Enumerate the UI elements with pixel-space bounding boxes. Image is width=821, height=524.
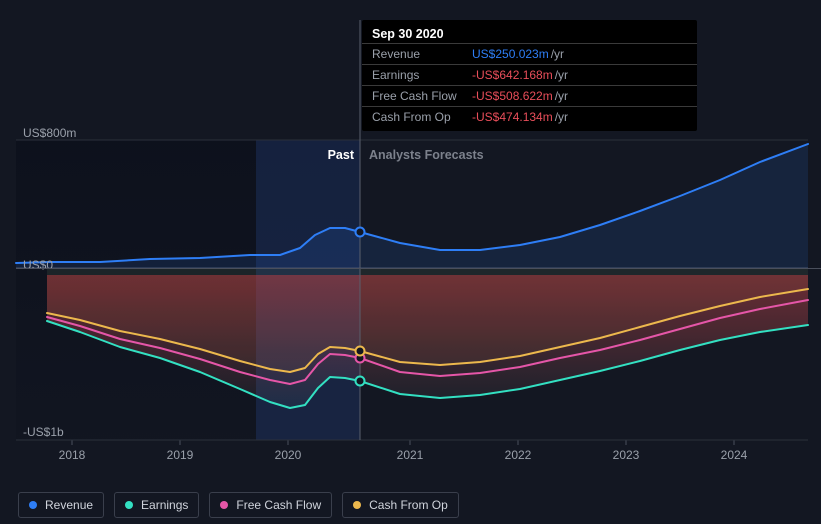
tooltip-row: Cash From Op-US$474.134m/yr (362, 106, 697, 127)
tooltip-row-value: -US$474.134m (472, 110, 553, 124)
legend-label: Revenue (45, 498, 93, 512)
y-tick-label: US$0 (23, 258, 53, 272)
tooltip-row-label: Revenue (372, 47, 472, 61)
tooltip-row-label: Earnings (372, 68, 472, 82)
tooltip-row-unit: /yr (555, 89, 568, 103)
legend-item-earnings[interactable]: Earnings (114, 492, 199, 518)
chart-tooltip: Sep 30 2020 RevenueUS$250.023m/yrEarning… (362, 20, 697, 131)
legend-item-revenue[interactable]: Revenue (18, 492, 104, 518)
tooltip-row-value: US$250.023m (472, 47, 549, 61)
legend-swatch (220, 501, 228, 509)
legend-label: Cash From Op (369, 498, 448, 512)
legend-label: Earnings (141, 498, 188, 512)
legend-swatch (353, 501, 361, 509)
tooltip-row: RevenueUS$250.023m/yr (362, 43, 697, 64)
tooltip-row-label: Cash From Op (372, 110, 472, 124)
tooltip-row: Earnings-US$642.168m/yr (362, 64, 697, 85)
x-tick-label: 2019 (160, 448, 200, 462)
x-tick-label: 2024 (714, 448, 754, 462)
x-tick-label: 2023 (606, 448, 646, 462)
tooltip-row-value: -US$508.622m (472, 89, 553, 103)
x-tick-label: 2018 (52, 448, 92, 462)
chart-legend: Revenue Earnings Free Cash Flow Cash From O… (18, 492, 459, 518)
tooltip-row-unit: /yr (555, 68, 568, 82)
tooltip-row-unit: /yr (551, 47, 564, 61)
x-tick-label: 2020 (268, 448, 308, 462)
y-tick-label: -US$1b (23, 425, 64, 439)
tooltip-row-label: Free Cash Flow (372, 89, 472, 103)
y-tick-label: US$800m (23, 126, 76, 140)
legend-item-cfo[interactable]: Cash From Op (342, 492, 459, 518)
tooltip-row: Free Cash Flow-US$508.622m/yr (362, 85, 697, 106)
x-tick-label: 2022 (498, 448, 538, 462)
tooltip-date: Sep 30 2020 (362, 24, 697, 43)
x-tick-label: 2021 (390, 448, 430, 462)
past-label: Past (328, 148, 354, 162)
legend-label: Free Cash Flow (236, 498, 321, 512)
tooltip-row-value: -US$642.168m (472, 68, 553, 82)
legend-item-fcf[interactable]: Free Cash Flow (209, 492, 332, 518)
legend-swatch (29, 501, 37, 509)
forecasts-label: Analysts Forecasts (369, 148, 484, 162)
zero-line (16, 268, 821, 269)
tooltip-row-unit: /yr (555, 110, 568, 124)
legend-swatch (125, 501, 133, 509)
